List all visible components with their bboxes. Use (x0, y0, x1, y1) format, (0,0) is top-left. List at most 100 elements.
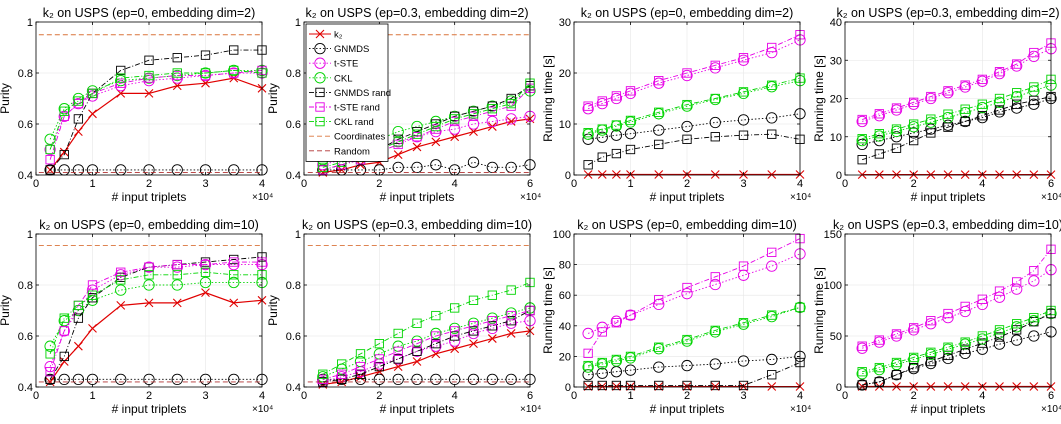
data-point (449, 123, 461, 135)
marker-stroke (767, 382, 777, 391)
series-t-ste-rand (583, 30, 805, 111)
data-point (710, 272, 720, 282)
series-ckl-rand (857, 74, 1056, 144)
data-point (654, 139, 664, 150)
legend-item-k2: k₂ (309, 30, 343, 41)
data-point (873, 134, 885, 147)
series-line (49, 69, 262, 140)
data-point (487, 334, 497, 343)
y-tick-label: 1 (295, 17, 301, 29)
data-point (73, 313, 84, 323)
x-axis-label: # input triplets (650, 190, 725, 204)
data-point (469, 127, 478, 137)
data-point (874, 335, 884, 345)
data-point (72, 373, 85, 385)
data-point (354, 373, 367, 385)
y-tick-label: 0.6 (18, 331, 33, 343)
data-point (926, 91, 936, 102)
data-point (45, 165, 55, 175)
data-point (45, 374, 55, 384)
data-point (926, 356, 936, 367)
series-line (862, 310, 1052, 373)
x-axis-label: # input triplets (380, 402, 455, 416)
marker-stroke (374, 367, 384, 377)
marker-stroke (960, 382, 970, 391)
data-point (874, 377, 884, 387)
data-point (59, 357, 69, 366)
series-line (862, 313, 1052, 386)
data-point (318, 374, 328, 384)
data-point (993, 327, 1006, 339)
x-tick-label: 2 (146, 390, 152, 402)
data-point (857, 114, 867, 125)
marker-stroke (469, 339, 478, 349)
data-point (172, 259, 182, 270)
chart-title: k₂ on USPS (ep=0, embedding dim=2) (581, 6, 794, 20)
data-point (393, 354, 403, 364)
series-line (587, 133, 801, 166)
data-point (59, 149, 69, 160)
x-tick-label: 0 (33, 390, 39, 402)
series-line (587, 253, 801, 334)
legend-item-coordinates: Coordinates (309, 132, 385, 143)
data-point (709, 326, 721, 338)
legend: k₂ GNMDS t-STE CKL GNMDS rand t-STE rand CKL r… (305, 23, 391, 162)
data-point (229, 257, 239, 267)
data-point (393, 137, 403, 147)
data-point (960, 80, 970, 90)
data-point (450, 331, 460, 341)
data-point (926, 347, 936, 357)
data-point (44, 133, 56, 145)
legend-label: Coordinates (334, 132, 385, 143)
chart-panel-4: 0 2 4 6 0 10 20 30 40 ×10⁴ # input triplets Running… (812, 6, 1061, 204)
series-gnmds (44, 164, 268, 176)
data-point (172, 298, 182, 308)
data-point (337, 359, 347, 369)
data-point (908, 127, 920, 139)
data-point (431, 310, 441, 321)
data-point (856, 379, 868, 391)
data-point (993, 96, 1006, 108)
data-point (926, 128, 936, 138)
data-point (1029, 95, 1039, 106)
data-point (450, 114, 460, 124)
series-line (49, 49, 262, 171)
series-line (587, 34, 801, 107)
data-point (467, 373, 480, 385)
data-point (431, 121, 441, 132)
data-point (115, 80, 127, 92)
series-line (322, 161, 531, 171)
legend-item-ckl-rand: CKL rand (309, 116, 374, 128)
legend-item-random: Random (309, 146, 370, 157)
marker-stroke (597, 170, 607, 179)
data-point (681, 288, 693, 300)
data-point (959, 338, 971, 350)
data-point (355, 349, 366, 359)
x-axis-label: # input triplets (911, 190, 986, 204)
data-point (87, 88, 98, 99)
data-point (960, 337, 970, 347)
data-point (624, 309, 637, 321)
data-point (597, 124, 607, 134)
legend-marker (314, 42, 326, 55)
y-tick-label: 1 (27, 229, 33, 241)
data-point (44, 360, 56, 373)
data-point (597, 382, 607, 391)
series-line (588, 307, 801, 367)
data-point (908, 353, 920, 366)
data-point (767, 370, 777, 380)
data-point (172, 68, 182, 78)
x-tick-label: 4 (452, 390, 458, 402)
y-tick-label: 0.4 (286, 170, 301, 182)
data-point (891, 370, 902, 380)
marker-stroke (611, 170, 621, 179)
chart-title: k₂ on USPS (ep=0.3, embedding dim=10) (833, 218, 1061, 232)
x-exponent-label: ×10⁴ (520, 404, 541, 415)
data-point (172, 270, 182, 280)
data-point (993, 338, 1006, 350)
marker-stroke (506, 329, 516, 338)
y-axis-label: Purity (0, 83, 12, 114)
data-point (682, 380, 692, 391)
data-point (977, 331, 987, 341)
legend-marker (315, 116, 325, 127)
